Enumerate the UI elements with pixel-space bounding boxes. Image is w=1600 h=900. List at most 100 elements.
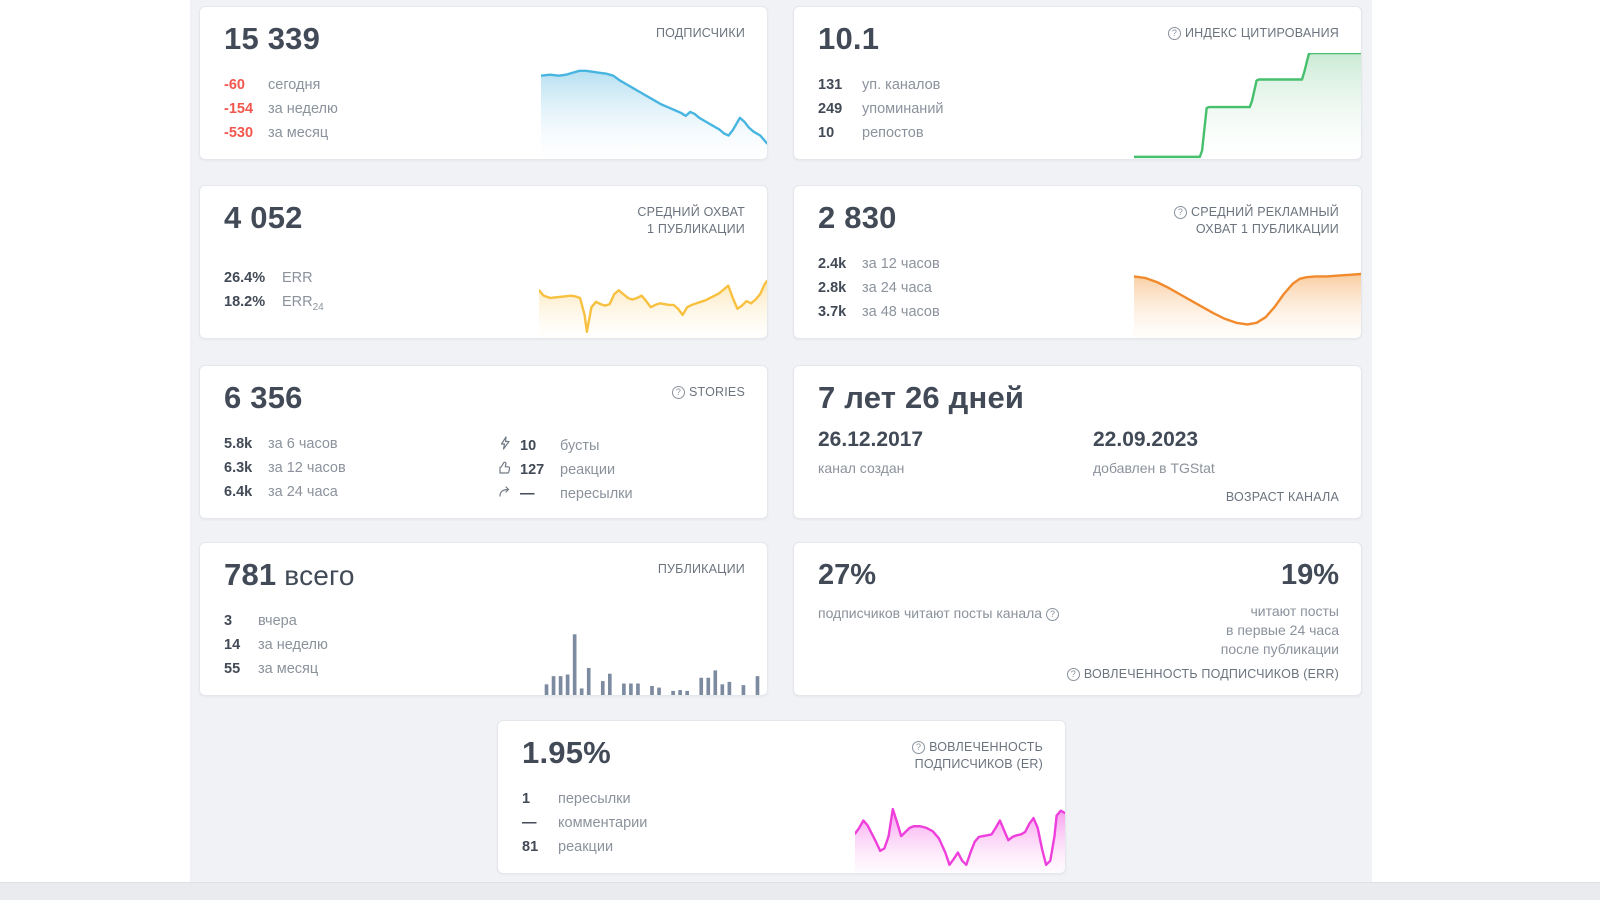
stat-row: 3 вчера bbox=[224, 613, 328, 637]
channel-age-value: 7 лет 26 дней bbox=[818, 380, 1025, 415]
card-title-line1: СРЕДНИЙ РЕКЛАМНЫЙ bbox=[1190, 205, 1339, 219]
stat-value: -530 bbox=[224, 125, 254, 141]
stat-value: 18.2% bbox=[224, 294, 266, 310]
average-reach-sparkline-chart bbox=[539, 261, 767, 338]
stat-row: 14 за неделю bbox=[224, 637, 328, 661]
card-title-text: STORIES bbox=[688, 385, 745, 399]
err-left-value: 27% bbox=[818, 559, 877, 591]
publications-value-suffix: всего bbox=[276, 560, 355, 591]
card-stories: 6 356 STORIES 5.8k за 6 часов 6.3k за 12… bbox=[199, 365, 768, 519]
er-sparkline-chart bbox=[855, 791, 1065, 873]
added-label: добавлен в TGStat bbox=[1093, 460, 1215, 476]
stat-label: ERR24 bbox=[282, 294, 324, 313]
stat-row: — пересылки bbox=[498, 484, 633, 508]
stat-value: 55 bbox=[224, 661, 241, 677]
stat-value: 81 bbox=[522, 839, 539, 855]
stat-row: — комментарии bbox=[522, 815, 647, 839]
stat-row: 131 уп. каналов bbox=[818, 77, 944, 101]
card-title-er: ВОВЛЕЧЕННОСТЬ ПОДПИСЧИКОВ (ER) bbox=[912, 739, 1043, 773]
average-ad-reach-sparkline-chart bbox=[1134, 258, 1361, 338]
channel-added: 22.09.2023 добавлен в TGStat bbox=[1093, 428, 1215, 476]
stat-label: за 12 часов bbox=[268, 460, 346, 476]
help-icon[interactable] bbox=[1173, 206, 1187, 219]
card-err: 27% подписчиков читают посты канала 19% … bbox=[793, 542, 1362, 696]
stat-value: 14 bbox=[224, 637, 241, 653]
card-publications: 781 всего ПУБЛИКАЦИИ 3 вчера 14 за недел… bbox=[199, 542, 768, 696]
stat-label: за 24 часа bbox=[862, 280, 932, 296]
publications-bar-chart bbox=[543, 613, 761, 695]
created-date: 26.12.2017 bbox=[818, 428, 924, 451]
citation-value: 10.1 bbox=[818, 21, 880, 56]
card-title-subscribers: ПОДПИСЧИКИ bbox=[655, 26, 745, 40]
help-icon[interactable] bbox=[1045, 608, 1059, 621]
card-title-line1: ВОВЛЕЧЕННОСТЬ bbox=[929, 740, 1043, 754]
stat-label: вчера bbox=[258, 613, 297, 629]
stat-value: 249 bbox=[818, 101, 843, 117]
stat-value: 2.4k bbox=[818, 256, 847, 272]
stat-row: 127 реакции bbox=[498, 460, 633, 484]
stat-label: уп. каналов bbox=[862, 77, 941, 93]
added-date: 22.09.2023 bbox=[1093, 428, 1199, 451]
stat-label: репостов bbox=[862, 125, 924, 141]
err-right-value: 19% bbox=[1280, 559, 1339, 591]
stat-value: — bbox=[522, 815, 537, 831]
help-icon[interactable] bbox=[671, 386, 685, 399]
card-title-line1: СРЕДНИЙ ОХВАТ bbox=[637, 205, 745, 219]
stat-label: за неделю bbox=[258, 637, 328, 653]
card-title-text: ИНДЕКС ЦИТИРОВАНИЯ bbox=[1185, 26, 1339, 40]
stat-value: 2.8k bbox=[818, 280, 847, 296]
stat-row: 3.7k за 48 часов bbox=[818, 304, 940, 328]
stat-label: ERR bbox=[282, 270, 313, 286]
subscribers-sparkline-chart bbox=[541, 61, 767, 159]
stat-row: -154 за неделю bbox=[224, 101, 338, 125]
stat-value: 10 bbox=[818, 125, 835, 141]
stat-value: 10 bbox=[520, 438, 537, 454]
help-icon[interactable] bbox=[912, 741, 926, 754]
created-label: канал создан bbox=[818, 460, 905, 476]
card-average-ad-reach: 2 830 СРЕДНИЙ РЕКЛАМНЫЙ ОХВАТ 1 ПУБЛИКАЦ… bbox=[793, 185, 1362, 339]
avg-reach-stats: 26.4% ERR 18.2% ERR24 bbox=[224, 270, 324, 318]
stat-value: 3.7k bbox=[818, 304, 847, 320]
stories-stats-right: 10 бусты 127 реакции — пересылки bbox=[498, 436, 633, 508]
stat-row: 1 пересылки bbox=[522, 791, 647, 815]
stat-label: комментарии bbox=[558, 815, 648, 831]
stat-label: реакции bbox=[558, 839, 614, 855]
stat-row: -60 сегодня bbox=[224, 77, 338, 101]
stat-row: 26.4% ERR bbox=[224, 270, 324, 294]
subscribers-value: 15 339 bbox=[224, 21, 321, 56]
stat-row: 5.8k за 6 часов bbox=[224, 436, 346, 460]
subscribers-stats: -60 сегодня -154 за неделю -530 за месяц bbox=[224, 77, 338, 149]
stat-label: за месяц bbox=[258, 661, 319, 677]
card-title-average-reach: СРЕДНИЙ ОХВАТ 1 ПУБЛИКАЦИИ bbox=[637, 204, 745, 238]
thumb-up-icon bbox=[498, 460, 520, 474]
err-right-label: читают посты в первые 24 часа после публ… bbox=[1220, 603, 1339, 657]
help-icon[interactable] bbox=[1066, 668, 1080, 681]
stat-value: 6.4k bbox=[224, 484, 253, 500]
card-title-line2: ОХВАТ 1 ПУБЛИКАЦИИ bbox=[1195, 222, 1339, 236]
err-right-block: 19% читают посты в первые 24 часа после … bbox=[1221, 559, 1339, 659]
card-title-line2: ПОДПИСЧИКОВ (ER) bbox=[914, 757, 1043, 771]
citation-sparkline-chart bbox=[1134, 53, 1361, 159]
stories-value: 6 356 bbox=[224, 380, 303, 415]
stat-row: 2.4k за 12 часов bbox=[818, 256, 940, 280]
stat-value: 127 bbox=[520, 462, 545, 478]
card-title-err: ВОВЛЕЧЕННОСТЬ ПОДПИСЧИКОВ (ERR) bbox=[1066, 666, 1339, 683]
help-icon[interactable] bbox=[1168, 27, 1181, 40]
card-title-text: ВОВЛЕЧЕННОСТЬ ПОДПИСЧИКОВ (ERR) bbox=[1083, 667, 1339, 681]
card-title-citation: ИНДЕКС ЦИТИРОВАНИЯ bbox=[1168, 25, 1339, 42]
avg-ad-reach-stats: 2.4k за 12 часов 2.8k за 24 часа 3.7k за… bbox=[818, 256, 940, 328]
avg-ad-reach-value: 2 830 bbox=[818, 200, 897, 235]
stat-row: 6.3k за 12 часов bbox=[224, 460, 346, 484]
stat-label: за месяц bbox=[268, 125, 329, 141]
stat-value: 6.3k bbox=[224, 460, 253, 476]
stat-label: за 48 часов bbox=[862, 304, 940, 320]
stat-label: пересылки bbox=[558, 791, 631, 807]
stat-label: упоминаний bbox=[862, 101, 944, 117]
boost-icon bbox=[498, 436, 520, 450]
stat-label: реакции bbox=[560, 462, 616, 478]
card-channel-age: 7 лет 26 дней 26.12.2017 канал создан 22… bbox=[793, 365, 1362, 519]
stat-label: за неделю bbox=[268, 101, 338, 117]
stat-value: 131 bbox=[818, 77, 843, 93]
stat-label: за 6 часов bbox=[268, 436, 338, 452]
